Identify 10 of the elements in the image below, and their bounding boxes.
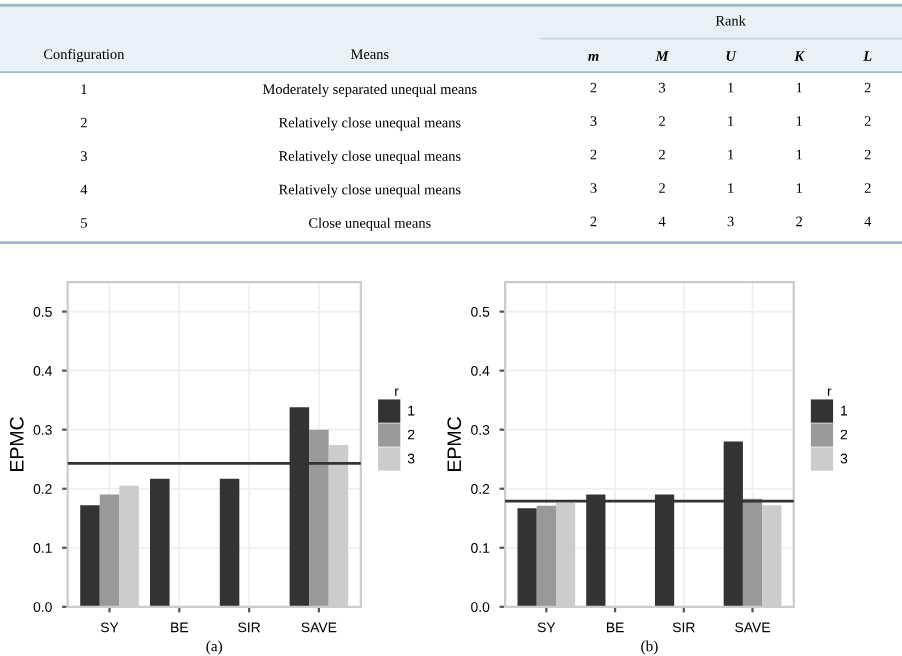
y-axis-title: EPMC: [447, 417, 462, 471]
y-axis-title: EPMC: [9, 417, 24, 471]
bar: [309, 429, 329, 607]
bar: [99, 494, 120, 607]
bar: [536, 505, 556, 607]
bar: [517, 508, 537, 607]
bar: [80, 505, 100, 607]
bar: [219, 478, 240, 607]
bar: [150, 478, 170, 607]
bar: [742, 498, 763, 607]
